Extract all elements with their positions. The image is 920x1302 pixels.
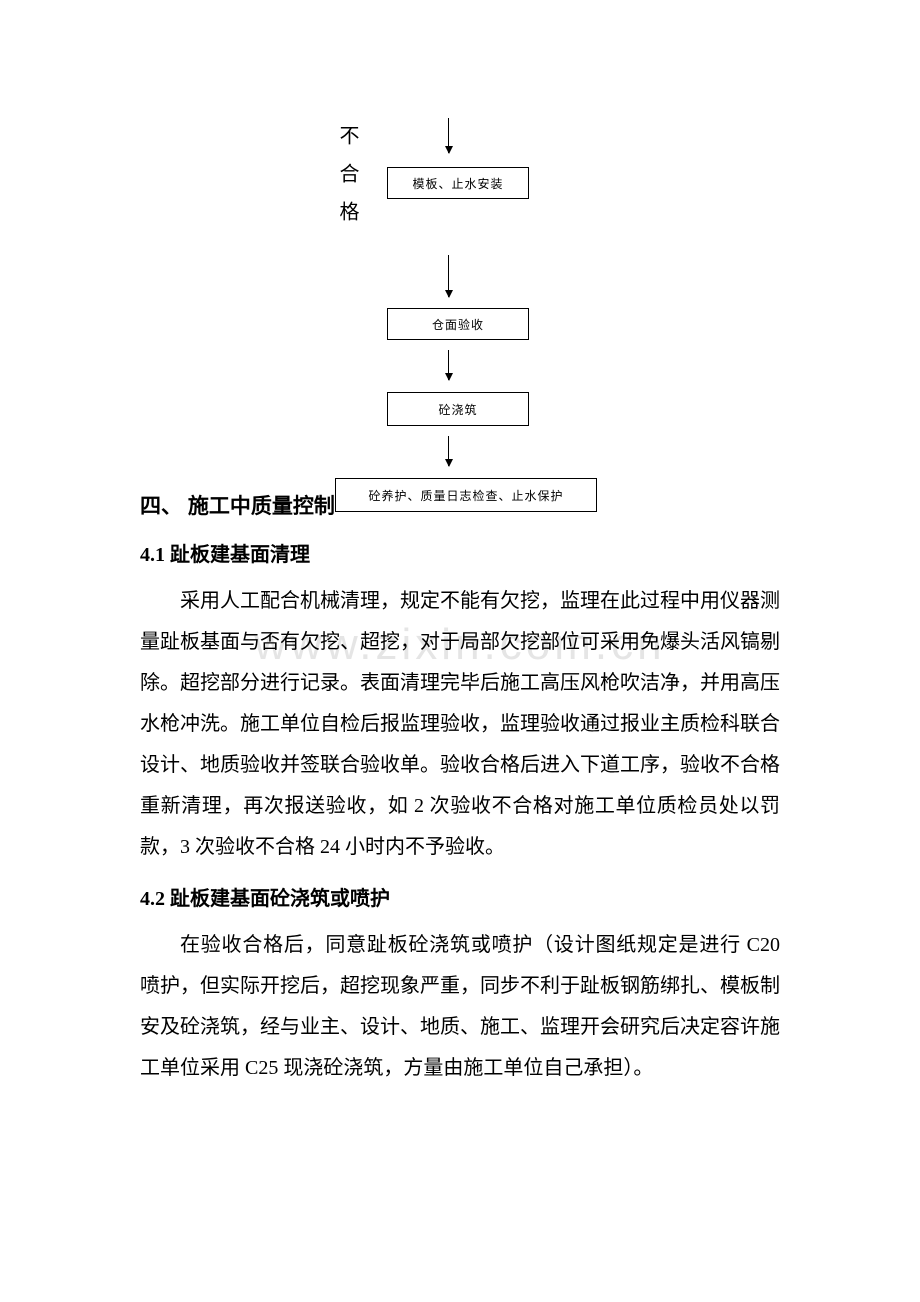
flowchart: 不合格 模板、止水安装 仓面验收 砼浇筑 砼养护、质量日志检查、止水保护 <box>0 0 920 520</box>
flow-box-3: 砼浇筑 <box>387 392 529 426</box>
heading-4-2: 4.2 趾板建基面砼浇筑或喷护 <box>140 882 780 911</box>
heading-4-1-text: 趾板建基面清理 <box>165 544 310 566</box>
heading-4-2-num: 4.2 <box>140 888 165 910</box>
para-4-1: 采用人工配合机械清理，规定不能有欠挖，监理在此过程中用仪器测量趾板基面与否有欠挖… <box>140 581 780 868</box>
heading-4-1: 4.1 趾板建基面清理 <box>140 538 780 567</box>
flow-vertical-label: 不合格 <box>333 125 362 239</box>
arrow-1 <box>448 118 449 153</box>
heading-4-1-num: 4.1 <box>140 544 165 566</box>
content-area: 四、 施工中质量控制 4.1 趾板建基面清理 采用人工配合机械清理，规定不能有欠… <box>140 490 780 1095</box>
heading-4-2-text: 趾板建基面砼浇筑或喷护 <box>165 888 390 910</box>
arrow-4 <box>448 436 449 466</box>
arrow-3 <box>448 350 449 380</box>
arrow-2 <box>448 255 449 297</box>
para-4-2: 在验收合格后，同意趾板砼浇筑或喷护（设计图纸规定是进行 C20 喷护，但实际开挖… <box>140 925 780 1089</box>
section-4-heading: 四、 施工中质量控制 <box>140 490 780 520</box>
flow-box-1: 模板、止水安装 <box>387 167 529 199</box>
section-4-title: 施工中质量控制 <box>188 495 335 518</box>
flow-box-2: 仓面验收 <box>387 308 529 340</box>
section-4-prefix: 四、 <box>140 495 182 518</box>
